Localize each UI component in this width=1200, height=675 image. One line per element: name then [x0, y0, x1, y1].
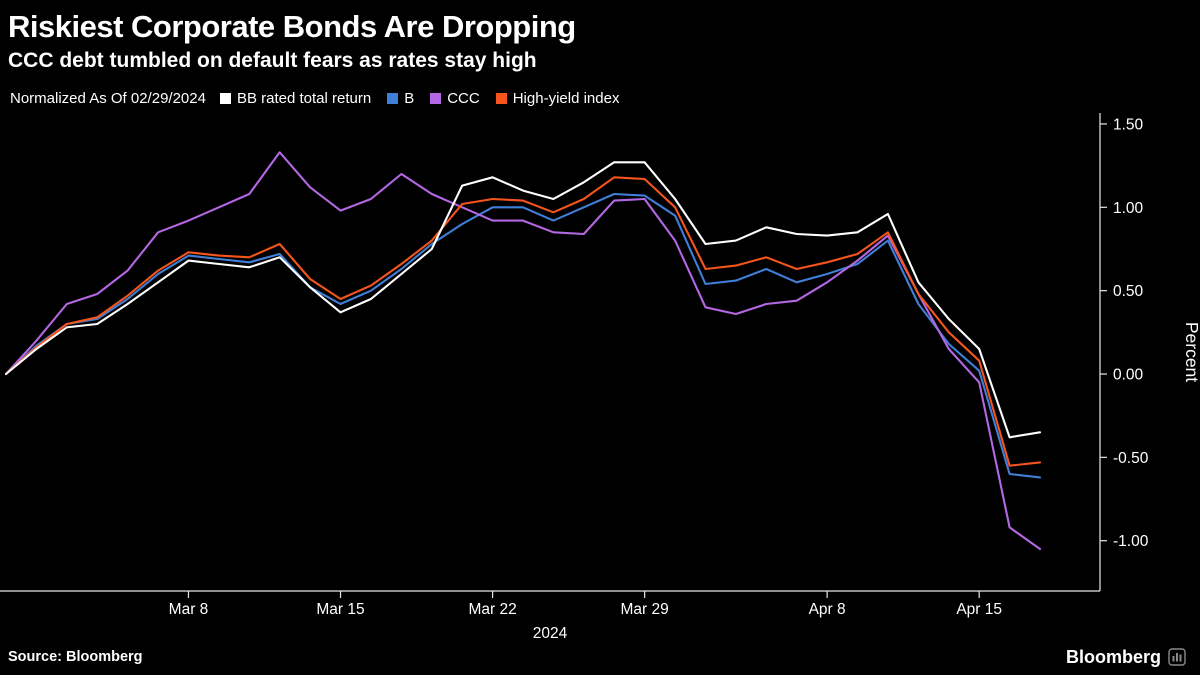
- svg-text:Apr 8: Apr 8: [809, 601, 846, 618]
- legend-swatch-hy: [495, 92, 507, 104]
- source-label: Source: Bloomberg: [8, 649, 143, 665]
- svg-text:-0.50: -0.50: [1113, 450, 1149, 467]
- page-subtitle: CCC debt tumbled on default fears as rat…: [8, 49, 537, 72]
- svg-text:2024: 2024: [533, 625, 568, 642]
- legend-item-b: B: [387, 90, 414, 107]
- footer: Source: Bloomberg Bloomberg: [0, 645, 1200, 675]
- svg-text:1.50: 1.50: [1113, 116, 1144, 133]
- line-chart: 1.50 1.00 0.50 0.00 -0.50 -1.00 Percent Mar 8 Ma…: [0, 113, 1200, 642]
- svg-text:Apr 15: Apr 15: [956, 601, 1002, 618]
- svg-text:0.50: 0.50: [1113, 283, 1144, 300]
- legend: Normalized As Of 02/29/2024 BB rated tot…: [0, 74, 1200, 108]
- legend-swatch-b: [387, 92, 399, 104]
- legend-swatch-ccc: [430, 92, 442, 104]
- svg-text:0.00: 0.00: [1113, 367, 1144, 384]
- svg-text:1.00: 1.00: [1113, 200, 1144, 217]
- legend-note: Normalized As Of 02/29/2024: [10, 89, 206, 107]
- legend-item-hy: High-yield index: [495, 89, 620, 107]
- legend-label-ccc: CCC: [447, 89, 480, 107]
- legend-label-b: B: [404, 89, 415, 107]
- svg-text:Mar 29: Mar 29: [621, 601, 669, 618]
- bloomberg-wordmark: Bloomberg: [1065, 646, 1161, 667]
- svg-text:Mar 15: Mar 15: [316, 601, 364, 618]
- legend-item-ccc: CCC: [430, 90, 480, 107]
- legend-swatch-bb: [219, 92, 231, 104]
- legend-label-bb: BB rated total return: [236, 89, 372, 107]
- svg-text:-1.00: -1.00: [1113, 533, 1149, 550]
- svg-text:Percent: Percent: [1182, 322, 1200, 382]
- bloomberg-logo: Bloomberg: [1066, 647, 1186, 668]
- legend-item-bb: BB rated total return: [219, 89, 372, 107]
- svg-text:Mar 22: Mar 22: [468, 601, 516, 618]
- bloomberg-terminal-icon: [1168, 648, 1186, 666]
- page-title: Riskiest Corporate Bonds Are Dropping: [8, 9, 576, 44]
- svg-text:Mar 8: Mar 8: [169, 601, 209, 618]
- legend-label-hy: High-yield index: [512, 89, 620, 107]
